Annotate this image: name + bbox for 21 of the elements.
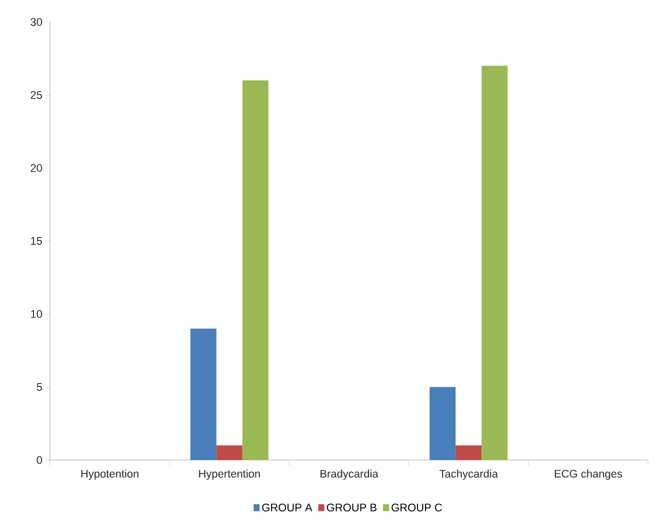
legend-label: GROUP C bbox=[392, 504, 442, 512]
y-tick-label: 0 bbox=[36, 456, 42, 464]
y-tick-label: 25 bbox=[30, 91, 42, 99]
y-tick-label: 5 bbox=[36, 383, 42, 391]
bar bbox=[216, 445, 242, 460]
y-tick-label: 15 bbox=[31, 237, 42, 245]
bar bbox=[242, 80, 268, 460]
x-tick-label: Hypotention bbox=[81, 470, 138, 480]
bar bbox=[190, 328, 216, 460]
bar bbox=[482, 66, 508, 460]
legend-label: GROUP B bbox=[326, 504, 376, 512]
x-tick-label: Hypertention bbox=[199, 470, 260, 480]
legend-label: GROUP A bbox=[262, 504, 312, 512]
bar bbox=[430, 387, 456, 460]
x-tick-label: Tachycardia bbox=[440, 470, 498, 480]
y-tick-label: 20 bbox=[30, 164, 42, 172]
y-tick-label: 10 bbox=[31, 310, 42, 318]
x-tick-label: ECG changes bbox=[554, 470, 622, 480]
x-tick-label: Bradycardia bbox=[320, 470, 378, 480]
y-tick-label: 30 bbox=[30, 18, 42, 26]
bar bbox=[456, 445, 482, 460]
